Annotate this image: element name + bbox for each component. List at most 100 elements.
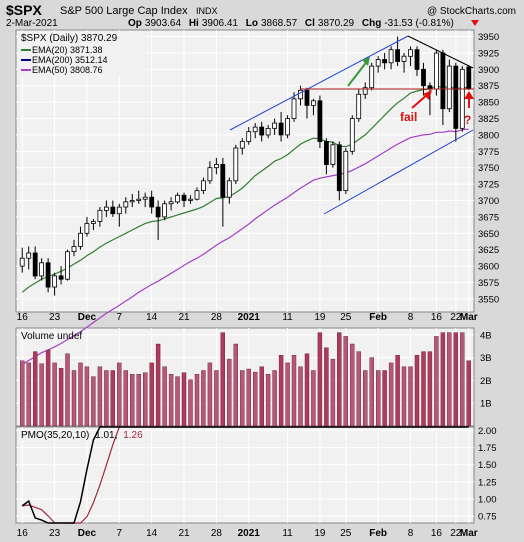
volume-bar: [382, 370, 387, 427]
volume-bar: [414, 355, 420, 427]
candle-body: [71, 245, 77, 252]
candle-body: [233, 147, 239, 182]
price-tick-label: 3950: [478, 32, 499, 43]
volume-bars: [20, 332, 471, 427]
candle-body: [298, 89, 303, 100]
candle-body: [414, 49, 420, 70]
volume-tick-label: 4B: [480, 330, 492, 341]
descending-trendline: [407, 35, 474, 69]
price-tick-label: 3825: [478, 114, 499, 125]
candle-body: [32, 252, 38, 277]
x-tick-label: 7: [117, 528, 123, 539]
candle-body: [58, 275, 64, 280]
candle-body: [323, 141, 329, 165]
volume-bar: [363, 370, 368, 427]
volume-bar: [298, 366, 303, 427]
volume-bar: [278, 355, 284, 427]
x-tick-label: Feb: [369, 312, 387, 323]
candle-body: [52, 275, 57, 288]
volume-bar: [369, 357, 374, 427]
x-tick-label: 21: [178, 312, 190, 323]
candle-body: [349, 118, 355, 152]
volume-tick-label: 1B: [480, 399, 492, 410]
pmo-tick-label: 0.75: [478, 512, 497, 523]
x-tick-label: 11: [282, 312, 293, 323]
candle-body: [104, 206, 109, 211]
price-tick-label: 3850: [478, 98, 499, 109]
down-arrow-icon: [471, 20, 479, 26]
candle-body: [155, 206, 161, 218]
candle-body: [343, 150, 349, 192]
volume-bar: [317, 332, 323, 427]
candle-body: [78, 232, 83, 247]
ema20-path: [21, 85, 469, 293]
candle-body: [375, 59, 381, 67]
candle-body: [265, 127, 271, 136]
ema50-path: [21, 128, 469, 366]
volume-bar: [201, 370, 206, 427]
volume-bar: [466, 360, 471, 427]
red-arrow-icon: [423, 90, 432, 100]
axis-labels: 16 16 23 23 Dec Dec 7 7 14 14 21 21 28 28 2021 2021 11 11…: [17, 32, 499, 539]
volume-tick-label: 2B: [480, 376, 492, 387]
volume-bar: [214, 370, 219, 427]
ema20-line: [21, 85, 469, 293]
price-legend-box: [19, 32, 147, 76]
volume-bar: [188, 379, 193, 427]
pmo-tick-label: 1.25: [478, 477, 497, 488]
legend-pmo: PMO(35,20,10) 1.01, 1.26: [21, 430, 143, 441]
volume-bar: [324, 347, 329, 427]
price-tick-label: 3750: [478, 163, 499, 174]
candle-body: [65, 251, 70, 280]
candle-body: [200, 180, 206, 192]
price-tick-label: 3575: [478, 278, 499, 289]
volume-bar: [440, 332, 446, 427]
volume-bar: [97, 366, 103, 427]
volume-bar: [453, 332, 458, 427]
candle-body: [369, 65, 375, 89]
volume-bar: [304, 353, 310, 427]
candlesticks: [19, 36, 472, 296]
price-tick-label: 3925: [478, 48, 499, 59]
candle-body: [162, 203, 168, 218]
x-tick-label: 16: [17, 528, 29, 539]
x-tick-label: 8: [408, 528, 414, 539]
candle-body: [382, 59, 388, 64]
candle-body: [310, 100, 316, 106]
candle-body: [149, 196, 155, 208]
legend-ema50: EMA(50) 3808.76: [32, 65, 103, 75]
volume-bar: [421, 351, 426, 427]
volume-bar: [395, 355, 400, 427]
candle-body: [97, 209, 103, 222]
copyright: @ StockCharts.com: [427, 6, 516, 17]
candle-body: [181, 194, 187, 201]
green-arrow-icon: [362, 57, 370, 66]
price-tick-label: 3550: [478, 294, 499, 305]
price-tick-label: 3875: [478, 81, 499, 92]
volume-bar: [252, 371, 258, 427]
volume-bar: [91, 376, 96, 427]
volume-bar: [149, 362, 154, 427]
candle-body: [84, 223, 90, 234]
volume-bar: [337, 332, 342, 427]
candle-body: [395, 49, 401, 62]
price-tick-label: 3625: [478, 245, 499, 256]
x-tick-label: 19: [314, 312, 326, 323]
volume-bar: [240, 370, 245, 427]
price-tick-label: 3600: [478, 262, 499, 273]
green-arrow-line: [347, 59, 369, 87]
volume-bar: [181, 372, 187, 427]
pmo-tick-label: 1.00: [478, 495, 497, 506]
candle-body: [278, 122, 284, 136]
candle-body: [220, 163, 226, 198]
candle-body: [388, 49, 394, 64]
x-tick-label: Mar: [460, 312, 478, 323]
volume-bar: [343, 336, 348, 427]
volume-bar: [388, 362, 394, 427]
pmo-path: [21, 426, 469, 524]
candle-body: [239, 141, 245, 149]
volume-bar: [356, 351, 361, 427]
candle-body: [317, 100, 323, 142]
quote-date: 2-Mar-2021: [6, 18, 58, 29]
